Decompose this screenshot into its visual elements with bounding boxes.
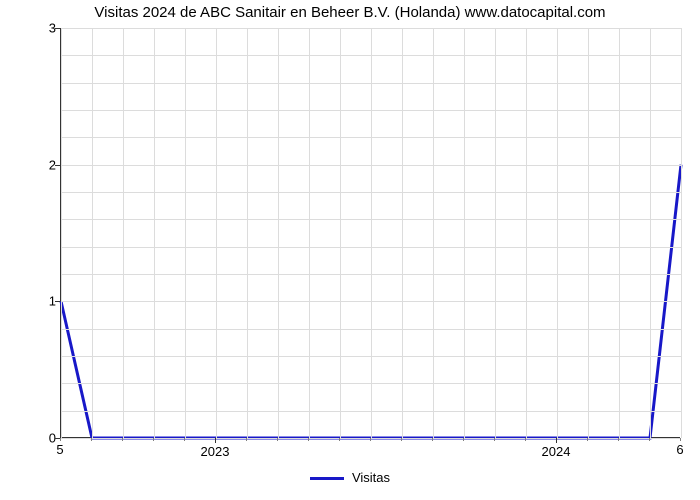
gridline-v (216, 28, 217, 438)
x-minor-tick (370, 438, 371, 441)
plot-area (60, 28, 680, 438)
y-tick-label: 0 (36, 431, 56, 446)
x-minor-tick (153, 438, 154, 441)
x-minor-tick (463, 438, 464, 441)
gridline-v (495, 28, 496, 438)
gridline-v (371, 28, 372, 438)
gridline-v (681, 28, 682, 438)
x-minor-tick (184, 438, 185, 441)
legend: Visitas (0, 470, 700, 485)
gridline-v (340, 28, 341, 438)
x-minor-tick (122, 438, 123, 441)
gridline-v (185, 28, 186, 438)
gridline-v (61, 28, 62, 438)
gridline-v (92, 28, 93, 438)
gridline-v (123, 28, 124, 438)
x-minor-tick (277, 438, 278, 441)
x-minor-tick (308, 438, 309, 441)
x-minor-tick (91, 438, 92, 441)
x-minor-tick (649, 438, 650, 441)
y-tick-label: 3 (36, 21, 56, 36)
x-minor-tick (432, 438, 433, 441)
gridline-v (278, 28, 279, 438)
x-minor-tick (60, 438, 61, 441)
x-major-tick (215, 438, 216, 443)
chart-container: Visitas 2024 de ABC Sanitair en Beheer B… (0, 0, 700, 500)
gridline-v (557, 28, 558, 438)
y-tick-label: 2 (36, 157, 56, 172)
gridline-v (433, 28, 434, 438)
x-major-tick (556, 438, 557, 443)
x-minor-tick (246, 438, 247, 441)
gridline-h (61, 438, 681, 439)
x-minor-tick (339, 438, 340, 441)
chart-title: Visitas 2024 de ABC Sanitair en Beheer B… (0, 4, 700, 21)
x-end-label: 5 (56, 442, 63, 457)
x-major-label: 2023 (201, 444, 230, 459)
x-major-label: 2024 (542, 444, 571, 459)
x-minor-tick (525, 438, 526, 441)
gridline-v (464, 28, 465, 438)
gridline-v (588, 28, 589, 438)
x-minor-tick (587, 438, 588, 441)
y-tick-mark (55, 165, 60, 166)
x-minor-tick (401, 438, 402, 441)
y-tick-mark (55, 28, 60, 29)
gridline-v (650, 28, 651, 438)
x-minor-tick (680, 438, 681, 441)
gridline-v (309, 28, 310, 438)
gridline-v (619, 28, 620, 438)
gridline-v (154, 28, 155, 438)
legend-label: Visitas (352, 470, 390, 485)
y-tick-label: 1 (36, 294, 56, 309)
gridline-v (526, 28, 527, 438)
x-minor-tick (494, 438, 495, 441)
y-tick-mark (55, 301, 60, 302)
gridline-v (402, 28, 403, 438)
x-end-label: 6 (676, 442, 683, 457)
legend-swatch (310, 477, 344, 480)
x-minor-tick (618, 438, 619, 441)
gridline-v (247, 28, 248, 438)
